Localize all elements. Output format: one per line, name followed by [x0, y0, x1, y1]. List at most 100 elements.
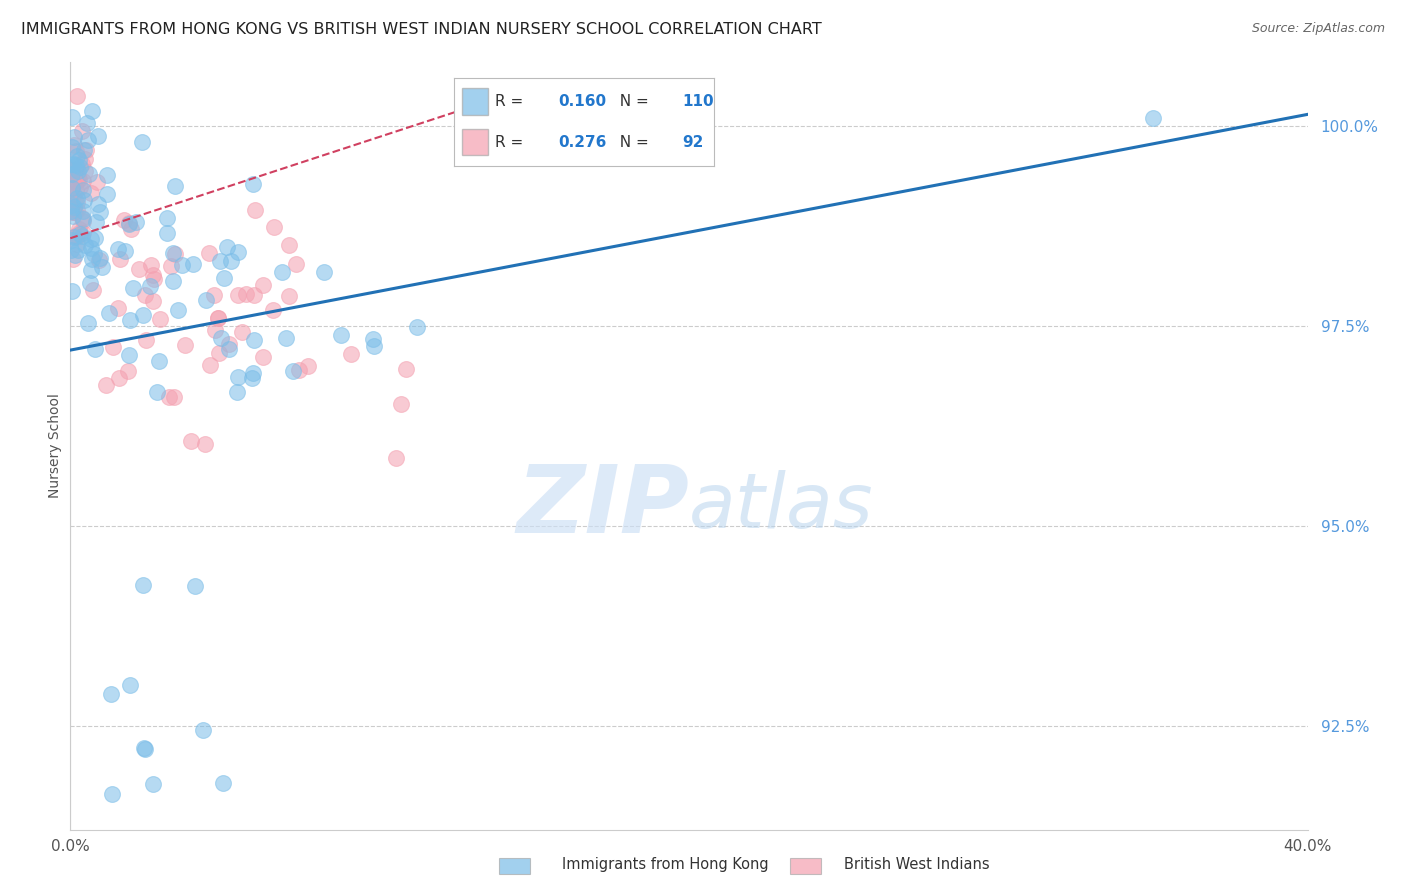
Point — [62, 204, 84, 219]
Point — [112, 212, 135, 227]
Point — [195, 293, 218, 308]
Point — [235, 287, 257, 301]
Point — [242, 367, 264, 381]
Point — [60, 139, 83, 153]
Point — [96, 168, 118, 182]
Point — [80, 186, 103, 200]
Point — [87, 197, 110, 211]
Point — [72, 211, 94, 226]
Point — [65, 145, 87, 159]
Point — [97, 305, 120, 319]
Point — [243, 202, 266, 217]
Point — [142, 268, 165, 282]
Point — [60, 188, 83, 202]
Point — [288, 363, 311, 377]
Point — [63, 248, 86, 262]
Point — [117, 364, 139, 378]
Point — [406, 320, 429, 334]
Point — [83, 342, 105, 356]
Point — [83, 247, 105, 261]
Text: British West Indians: British West Indians — [844, 857, 990, 872]
Point — [330, 328, 353, 343]
Point — [391, 397, 413, 411]
Point — [184, 579, 207, 593]
Point — [118, 216, 141, 230]
Point — [80, 241, 103, 255]
Point — [91, 260, 114, 274]
Point — [120, 313, 142, 327]
Point — [63, 187, 86, 202]
Point — [120, 222, 142, 236]
Point — [118, 217, 141, 231]
Point — [217, 239, 239, 253]
Point — [181, 257, 204, 271]
Point — [125, 215, 148, 229]
Point — [86, 175, 108, 189]
Point — [212, 270, 235, 285]
Point — [395, 362, 418, 376]
Point — [277, 289, 299, 303]
Point — [73, 164, 96, 178]
Point — [285, 257, 308, 271]
Point — [63, 200, 86, 214]
Point — [67, 222, 90, 236]
Point — [59, 233, 82, 247]
Point — [101, 787, 124, 801]
Point — [252, 351, 274, 365]
Point — [67, 171, 90, 186]
Point — [79, 277, 101, 291]
Point — [62, 252, 84, 266]
Point — [63, 205, 86, 219]
Point — [156, 211, 179, 225]
Point — [207, 310, 229, 325]
Point — [65, 163, 87, 178]
Point — [67, 163, 90, 178]
Point — [297, 359, 319, 374]
Point — [60, 180, 83, 194]
Text: ZIP: ZIP — [516, 461, 689, 553]
Point — [100, 688, 122, 702]
Point — [361, 332, 384, 346]
Point — [63, 194, 86, 208]
Point — [66, 243, 89, 257]
Point — [59, 203, 82, 218]
Point — [339, 347, 361, 361]
Point — [67, 153, 90, 167]
Point — [62, 209, 84, 223]
Point — [59, 174, 82, 188]
Point — [72, 228, 94, 243]
Point — [174, 338, 197, 352]
Point — [209, 254, 232, 268]
Point — [277, 238, 299, 252]
Point — [312, 265, 335, 279]
Point — [170, 258, 193, 272]
Point — [75, 152, 97, 166]
Point — [72, 183, 94, 197]
Point — [69, 226, 91, 240]
Point — [69, 179, 91, 194]
Point — [162, 275, 184, 289]
Point — [84, 231, 107, 245]
Point — [132, 308, 155, 322]
Point — [107, 242, 129, 256]
Text: atlas: atlas — [689, 470, 873, 544]
Point — [141, 258, 163, 272]
Point — [108, 371, 131, 385]
Point — [60, 198, 83, 212]
Point — [107, 301, 129, 316]
Point — [73, 237, 96, 252]
Y-axis label: Nursery School: Nursery School — [48, 393, 62, 499]
Point — [75, 143, 97, 157]
Point — [218, 336, 240, 351]
Point — [228, 245, 250, 260]
Point — [72, 226, 94, 240]
Point — [70, 211, 93, 225]
Text: Immigrants from Hong Kong: Immigrants from Hong Kong — [562, 857, 769, 872]
Point — [281, 364, 304, 378]
Point — [162, 245, 184, 260]
Point — [128, 262, 150, 277]
Point — [118, 348, 141, 362]
Point — [262, 303, 284, 318]
Point — [65, 184, 87, 198]
Point — [66, 237, 89, 252]
